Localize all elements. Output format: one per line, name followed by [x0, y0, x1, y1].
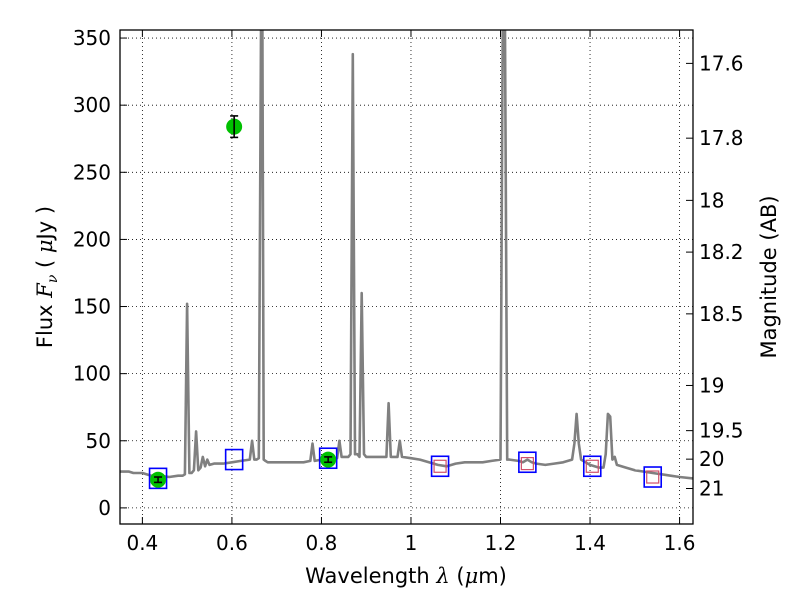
model-photometry-inner-box: [646, 470, 660, 484]
y2-tick-label: 18.2: [699, 240, 744, 264]
plot-background: [120, 30, 693, 524]
model-photometry-box: [430, 455, 450, 478]
y-tick-label: 300: [73, 93, 111, 117]
spectrum-layer: [120, 30, 693, 480]
y-axis-label: Flux Fν ( μJy ): [33, 206, 61, 348]
y-tick-label: 0: [98, 496, 111, 520]
model-photometry-box: [148, 467, 168, 490]
x-tick-label: 1: [405, 531, 418, 555]
model-photometry-box: [582, 455, 602, 478]
y2-axis-label: Magnitude (AB): [757, 195, 781, 358]
y-tick-label: 50: [86, 429, 111, 453]
x-tick-label: 0.8: [306, 531, 338, 555]
y2-tick-label: 18: [699, 188, 724, 212]
y2-tick-label: 19: [699, 373, 724, 397]
y-tick-label: 250: [73, 160, 111, 184]
spectrum-line: [120, 30, 693, 480]
y-tick-label: 350: [73, 26, 111, 50]
model-photometry-box: [643, 466, 663, 488]
markers-layer: [148, 115, 663, 490]
x-tick-label: 1.4: [574, 531, 606, 555]
model-photometry-box: [318, 447, 338, 470]
y-tick-label: 100: [73, 362, 111, 386]
model-photometry-box: [518, 451, 537, 474]
y2-tick-label: 18.5: [699, 302, 744, 326]
y2-tick-label: 17.8: [699, 126, 744, 150]
plot-frame: [119, 29, 694, 525]
x-tick-label: 1.6: [664, 531, 696, 555]
y2-tick-label: 20: [699, 447, 724, 471]
y2-tick-label: 19.5: [699, 419, 744, 443]
model-photometry-inner-box: [520, 456, 534, 471]
x-tick-label: 0.6: [216, 531, 248, 555]
x-tick-label: 1.2: [485, 531, 517, 555]
y-tick-label: 150: [73, 295, 111, 319]
x-axis-label: Wavelength λ (μm): [305, 564, 507, 588]
y2-tick-label: 21: [699, 476, 724, 500]
model-photometry-box: [224, 448, 244, 471]
y-tick-label: 200: [73, 227, 111, 251]
model-photometry-inner-box: [433, 459, 447, 473]
y2-tick-label: 17.6: [699, 51, 744, 75]
model-photometry-inner-box: [585, 459, 599, 473]
ticks-layer: 0.4 0.6 0.8 1 1.2 1.4 1.6 0 50 100 150 200 250 300 350…: [73, 26, 744, 555]
x-tick-label: 0.4: [126, 531, 158, 555]
